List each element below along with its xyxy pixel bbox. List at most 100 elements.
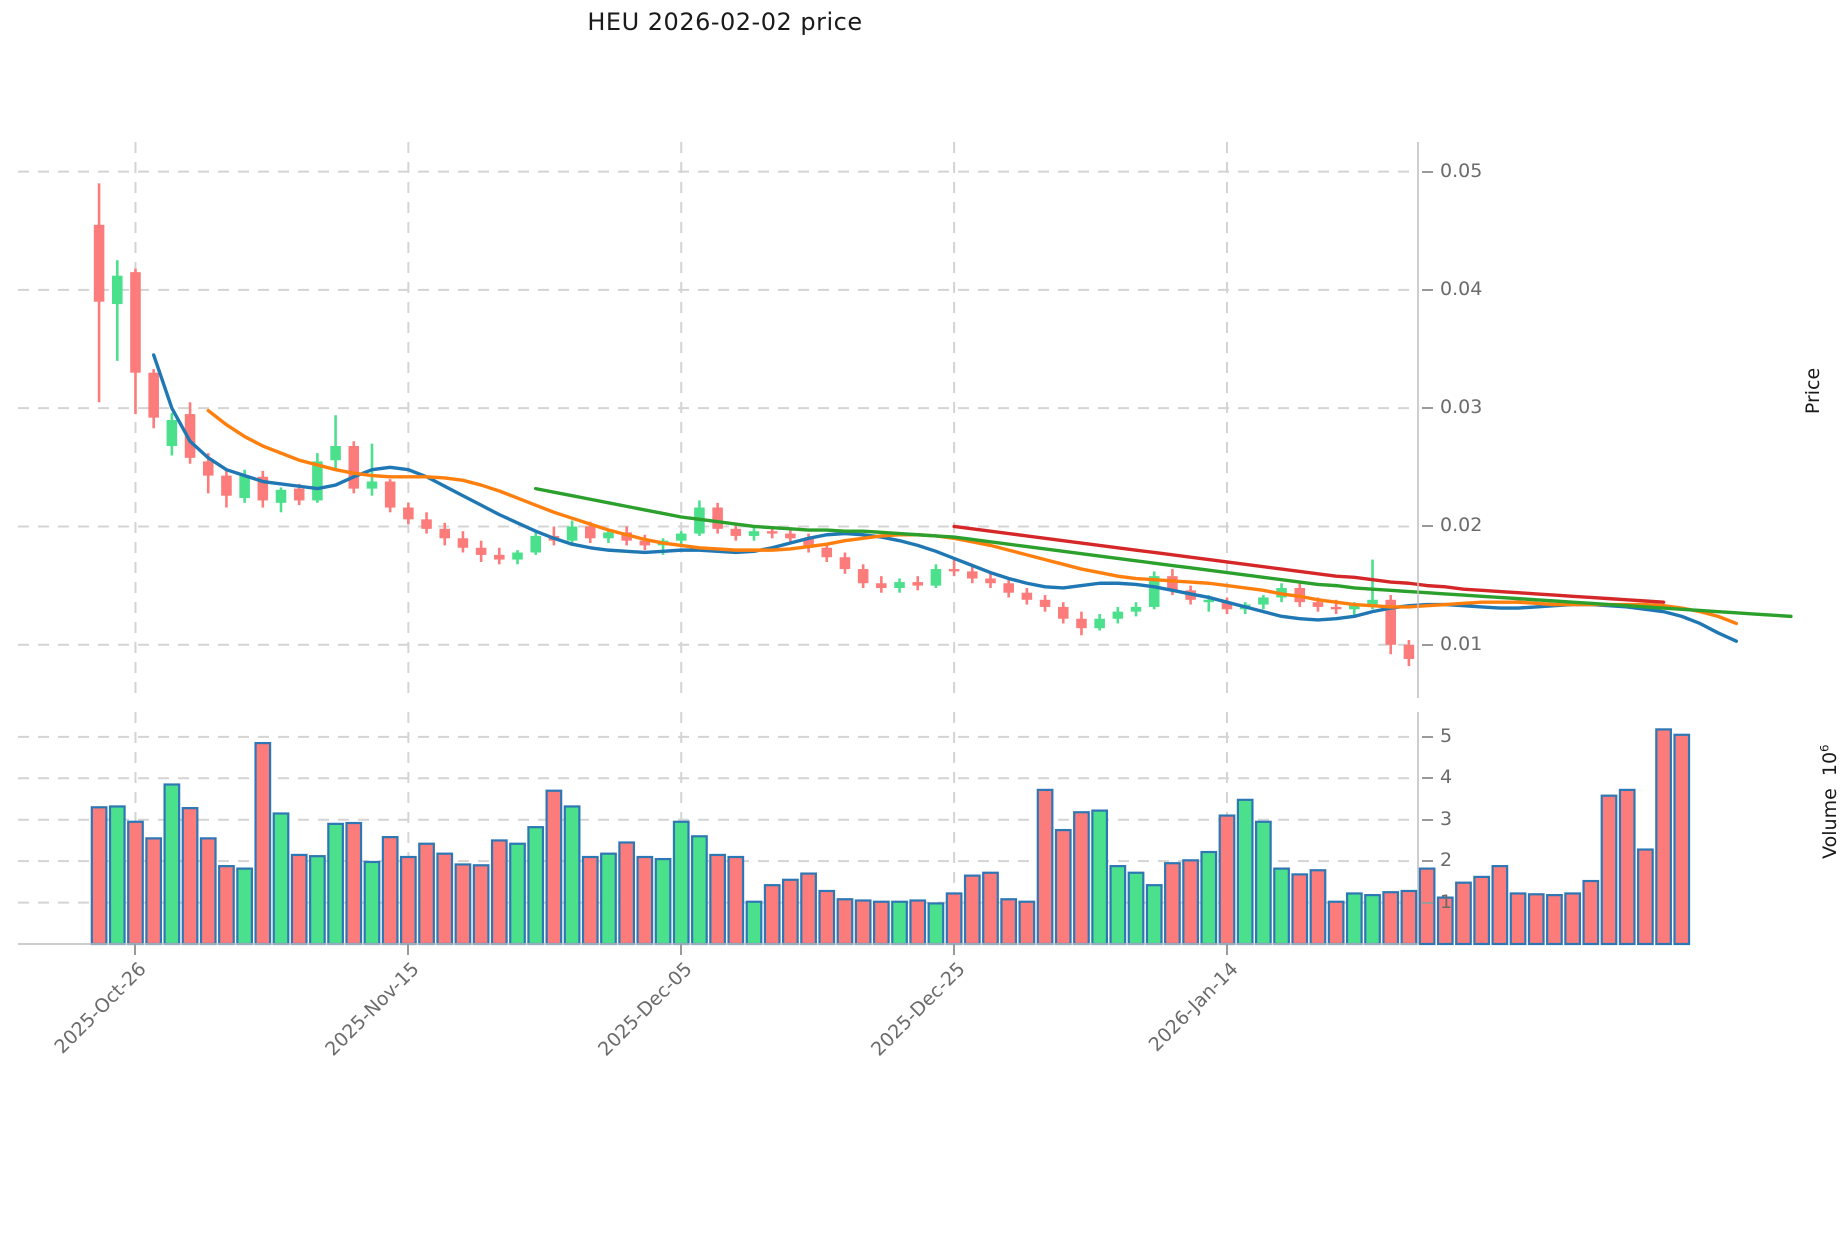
volume-bar (1491, 865, 1509, 946)
volume-bar (982, 871, 999, 946)
volume-bar (108, 805, 126, 946)
candle-body (985, 578, 996, 584)
volume-bar (181, 807, 199, 946)
volume-bar (1600, 794, 1618, 946)
volume-bar (854, 899, 872, 946)
volume-bar (1127, 871, 1145, 946)
volume-bar (1364, 894, 1381, 946)
candle-body (457, 538, 469, 548)
candle-body (748, 531, 760, 536)
candle-body (785, 533, 796, 539)
candle-body (1076, 618, 1087, 629)
volume-chart-svg (18, 712, 1691, 946)
volume-bar (563, 805, 581, 946)
volume-bar (1145, 884, 1163, 946)
price-tick-mark (1422, 525, 1433, 528)
volume-bar (254, 741, 272, 946)
candle-body (948, 569, 960, 572)
candle-body (766, 531, 778, 534)
volume-tick-label: 1 (1440, 890, 1453, 913)
volume-bar (290, 853, 308, 946)
price-tick-mark (1422, 643, 1433, 646)
candle-body (202, 461, 214, 476)
candle-body (1330, 606, 1342, 610)
volume-bar (800, 872, 817, 946)
candle-body (1349, 604, 1360, 610)
volume-bar (1418, 867, 1436, 946)
volume-axis-label: Volume 106 (1818, 744, 1841, 858)
date-tick-mark (680, 944, 683, 955)
volume-bar (1673, 733, 1691, 946)
moving-average-line-ma_short (151, 353, 1739, 643)
candle-body (1148, 576, 1160, 607)
volume-axis-label-text: Volume (1818, 788, 1841, 859)
price-tick-label: 0.01 (1440, 632, 1483, 655)
volume-bar (1309, 869, 1327, 946)
candle-body (584, 526, 596, 539)
volume-bar (1109, 865, 1127, 946)
volume-bar (90, 806, 108, 946)
volume-bar (782, 878, 799, 946)
candle-body (675, 533, 687, 541)
candle-body (1221, 602, 1233, 610)
candle-body (1057, 606, 1069, 619)
candle-body (930, 569, 942, 586)
candle-body (1203, 599, 1215, 603)
volume-bar (145, 837, 163, 946)
candle-body (1130, 606, 1142, 612)
candle-body (494, 554, 505, 560)
candle-body (803, 538, 814, 548)
volume-bar (436, 852, 454, 946)
volume-bar (545, 789, 563, 946)
date-tick-mark (407, 944, 410, 955)
candle-body (1112, 611, 1124, 619)
date-tick-label: 2026-Jan-14 (1144, 958, 1243, 1057)
candle-body (821, 547, 833, 558)
volume-tick-label: 4 (1440, 766, 1453, 789)
date-tick-label: 2025-Dec-05 (594, 958, 697, 1061)
volume-bar (1054, 828, 1072, 946)
date-tick-mark (1225, 944, 1228, 955)
volume-bar (763, 884, 781, 946)
volume-tick-mark (1422, 735, 1433, 738)
volume-bar (1164, 862, 1181, 946)
volume-bar (1273, 867, 1290, 946)
volume-axis-exponent-base: 10 (1818, 751, 1841, 777)
candle-body (530, 535, 541, 553)
volume-bar (1436, 896, 1454, 946)
volume-bar (891, 900, 908, 946)
price-tick-mark (1422, 407, 1433, 410)
candle-body (1312, 602, 1324, 607)
volume-bar (381, 836, 399, 946)
volume-bar (1091, 809, 1109, 946)
chart-title: HEU 2026-02-02 price (587, 8, 863, 36)
volume-bar (1254, 820, 1272, 946)
price-tick-label: 0.02 (1440, 514, 1483, 537)
volume-bar (399, 855, 417, 946)
candle-body (184, 414, 196, 458)
candle-body (421, 519, 432, 529)
volume-bar (1527, 893, 1545, 946)
volume-series (90, 728, 1691, 946)
volume-bar (1036, 788, 1054, 946)
price-axis-label: Price (1802, 367, 1825, 415)
candle-body (257, 476, 269, 501)
volume-bar (691, 835, 708, 946)
candle-body (148, 372, 159, 418)
candle-body (221, 475, 232, 496)
volume-bar (836, 898, 854, 946)
volume-bar (1291, 873, 1309, 946)
candlestick-series (93, 183, 1415, 667)
volume-bar (636, 855, 654, 946)
volume-bar (1564, 892, 1582, 946)
candle-body (857, 569, 869, 584)
price-tick-label: 0.04 (1440, 277, 1483, 300)
volume-bar (127, 820, 144, 946)
candle-body (403, 507, 414, 520)
candle-body (475, 547, 487, 555)
volume-tick-label: 3 (1440, 807, 1453, 830)
volume-bar (1509, 892, 1527, 946)
volume-bar (345, 821, 363, 946)
volume-bar (218, 865, 235, 946)
